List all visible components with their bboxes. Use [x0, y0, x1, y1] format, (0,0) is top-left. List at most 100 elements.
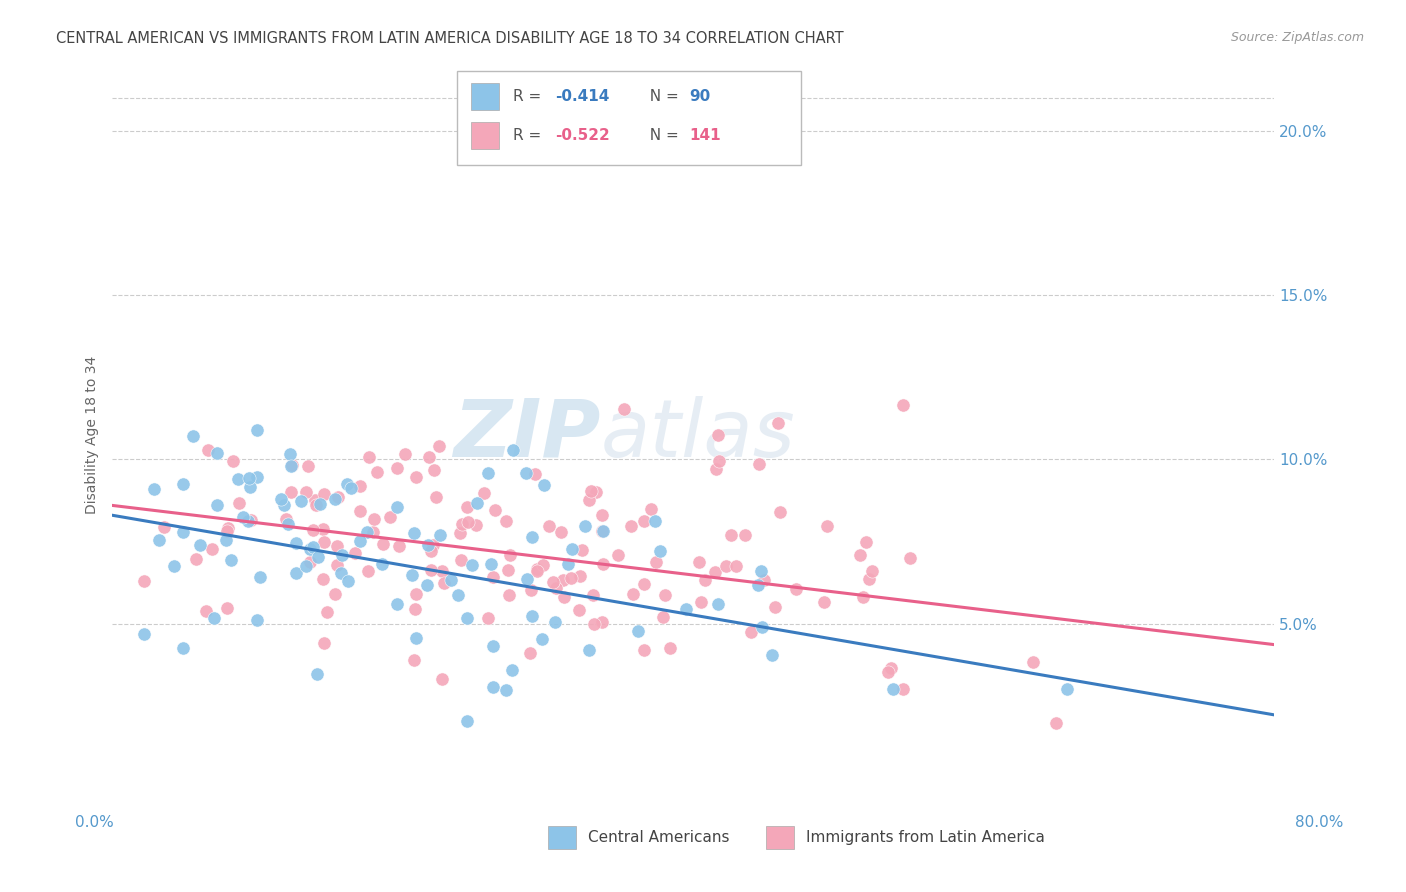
Point — [707, 427, 730, 442]
Point — [477, 611, 499, 625]
Point — [592, 524, 614, 538]
Point — [429, 528, 451, 542]
Point — [813, 595, 835, 609]
Point — [311, 522, 333, 536]
Point — [298, 555, 321, 569]
Point — [197, 442, 219, 457]
Point — [385, 461, 408, 475]
Point — [297, 458, 319, 473]
Point — [860, 564, 883, 578]
Point — [482, 680, 505, 694]
Text: -0.522: -0.522 — [555, 128, 610, 143]
Point — [591, 615, 613, 629]
Point — [644, 555, 666, 569]
Point — [571, 543, 593, 558]
Point — [181, 429, 204, 443]
Point — [648, 544, 671, 558]
Point — [752, 574, 775, 588]
Point — [633, 514, 655, 528]
Point — [689, 595, 711, 609]
Point — [418, 450, 440, 465]
Point — [515, 467, 537, 481]
Point — [496, 563, 519, 577]
Point — [633, 576, 655, 591]
Point — [425, 490, 447, 504]
Point — [427, 439, 450, 453]
Point — [330, 548, 353, 562]
Point — [578, 643, 600, 657]
Point — [326, 539, 349, 553]
Point — [314, 635, 336, 649]
Point — [551, 573, 574, 587]
Point — [591, 508, 613, 522]
Point — [217, 521, 239, 535]
Point — [238, 471, 260, 485]
Point — [202, 611, 225, 625]
Point — [734, 527, 756, 541]
Point — [766, 416, 789, 430]
Point — [479, 557, 502, 571]
Text: N =: N = — [640, 89, 683, 103]
Point — [852, 590, 875, 604]
Point — [627, 624, 650, 639]
Text: 0.0%: 0.0% — [75, 815, 114, 830]
Point — [561, 541, 583, 556]
Point — [405, 470, 427, 484]
Text: 80.0%: 80.0% — [1295, 815, 1343, 830]
Point — [336, 574, 359, 589]
Point — [215, 524, 238, 538]
Point — [394, 447, 416, 461]
Point — [456, 610, 478, 624]
Point — [456, 714, 478, 728]
Point — [495, 682, 517, 697]
Point — [519, 646, 541, 660]
Point — [246, 423, 269, 437]
Point — [658, 640, 681, 655]
Point — [380, 510, 402, 524]
Text: -0.414: -0.414 — [555, 89, 610, 103]
Point — [312, 572, 335, 586]
Point — [402, 526, 425, 541]
Point — [499, 548, 522, 562]
Point — [879, 661, 901, 675]
Point — [371, 536, 394, 550]
Point — [693, 573, 716, 587]
Point — [307, 667, 329, 681]
Point — [188, 537, 211, 551]
Point — [325, 587, 347, 601]
Point — [184, 552, 207, 566]
Point — [526, 565, 548, 579]
Point — [336, 477, 359, 491]
Point — [550, 525, 572, 540]
Point — [482, 639, 505, 653]
Point — [366, 466, 388, 480]
Point — [326, 490, 349, 504]
Point — [132, 626, 155, 640]
Point — [295, 559, 318, 574]
Point — [530, 632, 553, 646]
Point — [450, 516, 472, 531]
Text: atlas: atlas — [600, 396, 796, 474]
Point — [613, 402, 636, 417]
Point — [416, 578, 439, 592]
Point — [387, 539, 409, 553]
Point — [533, 477, 555, 491]
Point — [299, 541, 322, 556]
Point — [465, 496, 488, 510]
Point — [751, 620, 773, 634]
Point — [748, 457, 770, 471]
Point — [404, 602, 426, 616]
Point — [574, 518, 596, 533]
Point — [312, 535, 335, 549]
Point — [707, 597, 730, 611]
Point — [385, 597, 408, 611]
Point — [222, 454, 245, 468]
Point — [477, 466, 499, 480]
Text: CENTRAL AMERICAN VS IMMIGRANTS FROM LATIN AMERICA DISABILITY AGE 18 TO 34 CORREL: CENTRAL AMERICAN VS IMMIGRANTS FROM LATI… — [56, 31, 844, 46]
Point — [495, 514, 517, 528]
Point — [740, 624, 762, 639]
Point — [277, 516, 299, 531]
Point — [456, 500, 478, 515]
Text: ZIP: ZIP — [453, 396, 600, 474]
Point — [531, 558, 554, 572]
